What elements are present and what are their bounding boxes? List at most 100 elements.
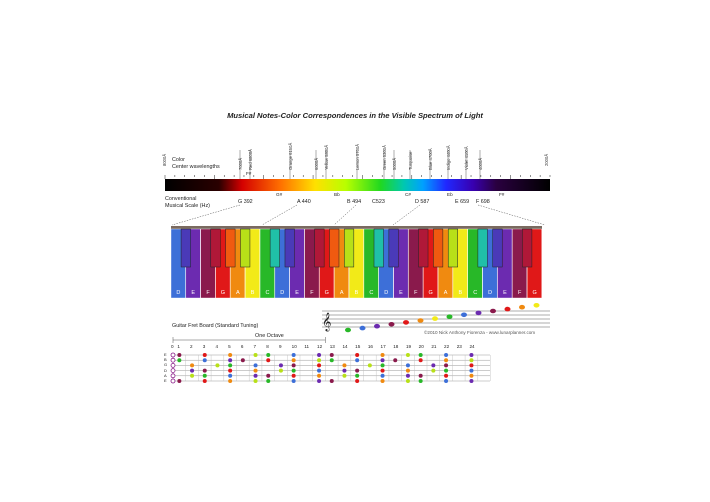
spectrum-ticks [164, 150, 551, 179]
string-name: G [164, 362, 168, 368]
fret-note-dot [202, 373, 207, 378]
staff-note [533, 303, 540, 308]
fret-note-dot [418, 373, 423, 378]
fret-note-dot [317, 358, 322, 363]
fret-number: 21 [431, 344, 437, 349]
fret-note-dot [190, 368, 195, 373]
fret-note-dot [266, 373, 271, 378]
fret-note-dot [469, 373, 474, 378]
fret-note-dot [355, 373, 360, 378]
fret-note-dot [202, 358, 207, 363]
fret-number: 4 [215, 344, 218, 349]
white-key-label: C [369, 290, 373, 296]
sharp-label-4: Eb [447, 192, 453, 197]
spectrum-color-label: Color [172, 157, 185, 163]
fret-note-dot [291, 373, 296, 378]
fret-note-dot [202, 379, 207, 383]
spectrum-color-label-4: Yellow 5800Å [324, 144, 329, 170]
fret-number: 13 [329, 344, 335, 349]
staff-note [403, 320, 409, 325]
string-name: E [164, 378, 167, 383]
fret-note-dot [228, 368, 233, 373]
fret-number: 20 [418, 344, 424, 349]
fret-note-dot [431, 368, 436, 373]
open-string-marker [170, 352, 176, 358]
spectrum-color-label-10: Indigo 4400Å [446, 145, 451, 170]
staff-note [519, 304, 525, 310]
staff-note [504, 306, 511, 312]
fret-note-dot [291, 379, 296, 383]
fret-note-dot [355, 368, 360, 373]
spectrum-scale-label-1: Conventional [165, 196, 197, 202]
spectrum-dashed-line [392, 204, 421, 226]
spectrum-right-end: 2000Å [544, 153, 549, 166]
fret-note-dot [342, 363, 347, 368]
guitar-fretboard [170, 337, 491, 384]
staff-note [475, 310, 482, 316]
copyright-text: ©2010 Nick Anthony Fiorenza - www.lunarp… [424, 330, 536, 335]
black-key [477, 228, 488, 268]
fret-note-dot [355, 379, 360, 383]
hz-label-6: F 698 [476, 199, 490, 205]
spectrum-bar [165, 179, 550, 191]
fret-number: 14 [342, 344, 348, 349]
white-key-label: F [518, 290, 522, 296]
spectrum-color-label-0: 7000Å [238, 157, 243, 170]
white-key-label: F [414, 290, 418, 296]
open-string-marker [170, 362, 176, 368]
fret-note-dot [469, 379, 474, 383]
fret-note-dot [444, 368, 449, 373]
fret-note-dot [380, 373, 385, 378]
fret-note-dot [278, 363, 283, 368]
hz-label-2: B 494 [347, 199, 362, 205]
fret-note-dot [253, 368, 258, 373]
fret-note-dot [355, 353, 360, 357]
white-key-label: D [176, 290, 180, 296]
staff-note [432, 316, 438, 321]
fret-note-dot [177, 353, 182, 357]
sharp-label-1: G# [276, 192, 283, 197]
black-key [225, 228, 236, 268]
sharp-label-3: C# [405, 192, 411, 197]
fret-number: 3 [202, 344, 206, 349]
white-key-label: G [325, 290, 329, 296]
page-title: Musical Notes-Color Correspondences in t… [227, 111, 483, 120]
keyboard-top-bar [171, 226, 542, 229]
fret-note-dot [329, 379, 334, 383]
spectrum-dashed-line [477, 204, 546, 226]
spectrum-color-label-6: Green 5300Å [382, 145, 387, 170]
fret-number: 15 [355, 344, 361, 349]
keyboard-black-keys [180, 228, 533, 268]
fret-note-dot [228, 363, 233, 368]
string-name: D [164, 367, 167, 373]
staff-note [446, 314, 453, 320]
white-key-label: G [532, 290, 536, 296]
fret-note-dot [469, 353, 474, 357]
spectrum-color-label-11: Violet 4100Å [464, 146, 469, 170]
staff-note [345, 327, 351, 333]
spectrum-color-label-1: Red 6800Å [248, 149, 253, 170]
fret-note-dot [215, 363, 220, 368]
string-name: B [164, 357, 167, 363]
spectrum-dashed-lines [171, 204, 546, 226]
white-key-label: D [384, 290, 388, 296]
fret-note-dot [418, 358, 423, 363]
fret-number: 7 [253, 344, 257, 349]
fret-note-dot [329, 353, 334, 357]
fret-note-dot [405, 353, 410, 357]
fret-note-dot [228, 373, 233, 378]
spectrum-dashed-line [261, 204, 298, 226]
open-string-marker [170, 373, 176, 379]
white-key-label: E [399, 290, 403, 296]
hz-label-4: D 587 [415, 199, 430, 205]
white-key-label: A [444, 290, 448, 296]
string-name: E [164, 352, 167, 357]
fret-note-dot [253, 379, 258, 383]
fret-note-dot [291, 353, 296, 357]
black-key [433, 228, 444, 268]
spectrum-color-label-9: Blue 4700Å [428, 148, 433, 170]
fret-note-dot [317, 363, 322, 368]
black-key [240, 228, 251, 268]
fret-note-dot [266, 358, 271, 363]
